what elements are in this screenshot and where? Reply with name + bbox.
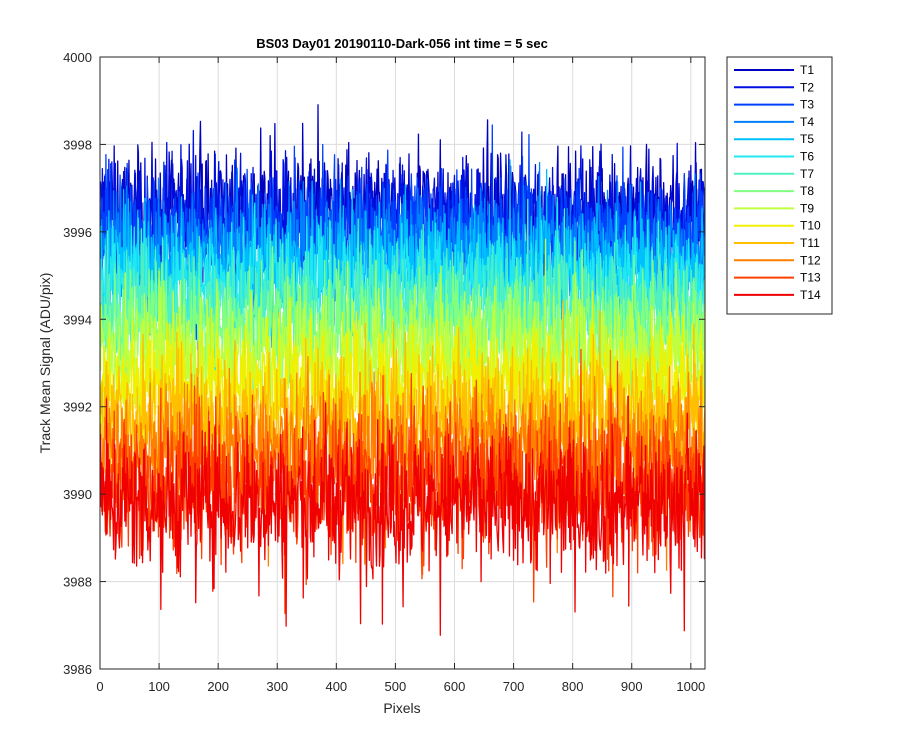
legend-label-t2: T2 <box>800 80 814 94</box>
x-tick-label: 800 <box>562 679 584 694</box>
y-tick-label: 3988 <box>63 575 92 590</box>
legend-label-t5: T5 <box>800 132 814 146</box>
y-tick-label: 4000 <box>63 50 92 65</box>
x-axis-ticks: 0 100 200 300 400 500 600 700 800 900 1000 <box>96 57 705 694</box>
y-tick-label: 3996 <box>63 225 92 240</box>
y-tick-label: 3992 <box>63 400 92 415</box>
x-tick-label: 1000 <box>676 679 705 694</box>
x-tick-label: 300 <box>266 679 288 694</box>
legend: T1 T2 T3 T4 T5 T6 T7 T8 T9 T10 T11 T12 T13 T14 <box>734 63 821 302</box>
y-tick-label: 3994 <box>63 312 92 327</box>
chart-title: BS03 Day01 20190110-Dark-056 int time = … <box>256 36 548 51</box>
legend-label-t12: T12 <box>800 253 821 267</box>
legend-label-t4: T4 <box>800 115 814 129</box>
legend-label-t13: T13 <box>800 271 821 285</box>
legend-label-t1: T1 <box>800 63 814 77</box>
legend-label-t14: T14 <box>800 288 821 302</box>
series-line-t14 <box>100 395 705 636</box>
x-tick-label: 100 <box>148 679 170 694</box>
x-tick-label: 600 <box>444 679 466 694</box>
y-tick-label: 3986 <box>63 662 92 677</box>
x-tick-label: 500 <box>385 679 407 694</box>
x-axis-label: Pixels <box>383 700 420 716</box>
y-axis-ticks: 3986 3988 3990 3992 3994 3996 3998 4000 <box>63 50 705 677</box>
legend-label-t7: T7 <box>800 167 814 181</box>
x-tick-label: 700 <box>503 679 525 694</box>
plot-frame <box>99 56 706 670</box>
series-lines <box>100 104 705 636</box>
legend-label-t11: T11 <box>800 236 820 250</box>
legend-box <box>726 56 833 315</box>
x-tick-label: 900 <box>621 679 643 694</box>
y-tick-label: 3998 <box>63 137 92 152</box>
x-tick-label: 0 <box>96 679 103 694</box>
x-tick-label: 400 <box>325 679 347 694</box>
legend-label-t6: T6 <box>800 150 814 164</box>
y-axis-label: Track Mean Signal (ADU/pix) <box>37 273 53 454</box>
legend-label-t9: T9 <box>800 201 814 215</box>
x-tick-label: 200 <box>207 679 229 694</box>
legend-label-t10: T10 <box>800 219 821 233</box>
legend-label-t8: T8 <box>800 184 814 198</box>
legend-label-t3: T3 <box>800 98 814 112</box>
series-line-t9 <box>100 238 705 471</box>
y-tick-label: 3990 <box>63 487 92 502</box>
